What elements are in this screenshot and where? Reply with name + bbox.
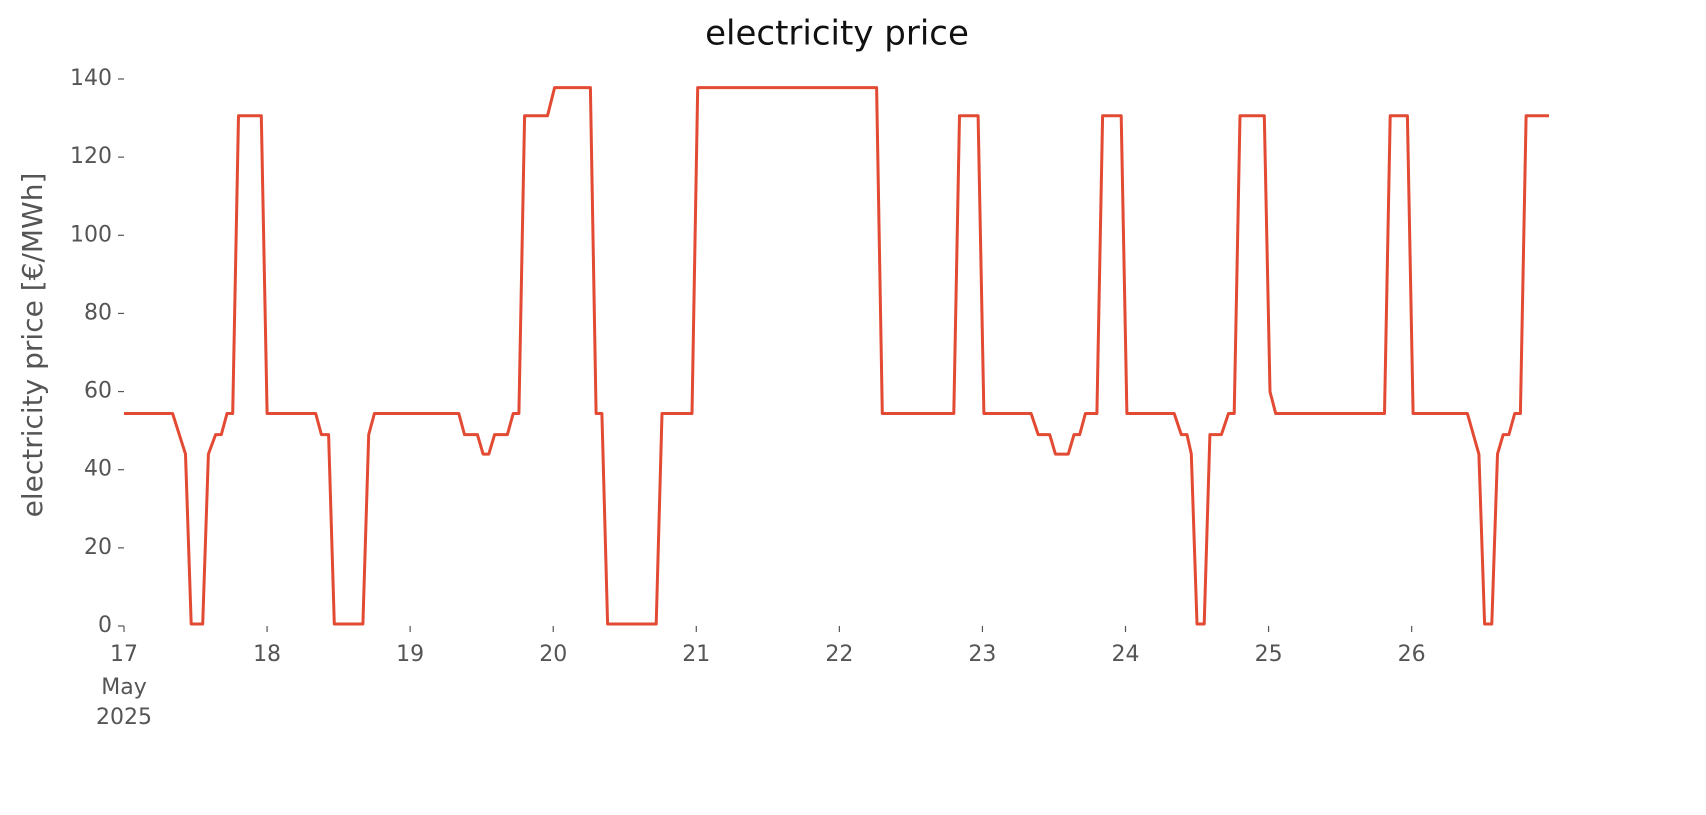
x-sub-label: May	[101, 675, 146, 700]
x-tick-label: 25	[1255, 642, 1283, 667]
y-tick-label: 40	[84, 457, 112, 482]
y-tick-label: 140	[70, 66, 112, 91]
x-tick-label: 20	[539, 642, 567, 667]
y-tick-label: 100	[70, 222, 112, 247]
x-tick-label: 19	[396, 642, 424, 667]
x-tick-label: 18	[253, 642, 281, 667]
x-tick-label: 17	[110, 642, 138, 667]
x-sub-label: 2025	[96, 705, 152, 730]
y-tick-label: 120	[70, 144, 112, 169]
x-tick-label: 26	[1398, 642, 1426, 667]
y-tick-label: 60	[84, 379, 112, 404]
x-tick-label: 22	[825, 642, 853, 667]
x-tick-label: 23	[968, 642, 996, 667]
x-tick-label: 21	[682, 642, 710, 667]
y-tick-label: 0	[98, 613, 112, 638]
y-tick-label: 80	[84, 300, 112, 325]
price-line	[124, 86, 1549, 626]
y-tick-label: 20	[84, 535, 112, 560]
y-axis-label: electricity price [€/MWh]	[16, 173, 49, 518]
chart-title: electricity price	[705, 14, 969, 54]
x-tick-label: 24	[1112, 642, 1140, 667]
